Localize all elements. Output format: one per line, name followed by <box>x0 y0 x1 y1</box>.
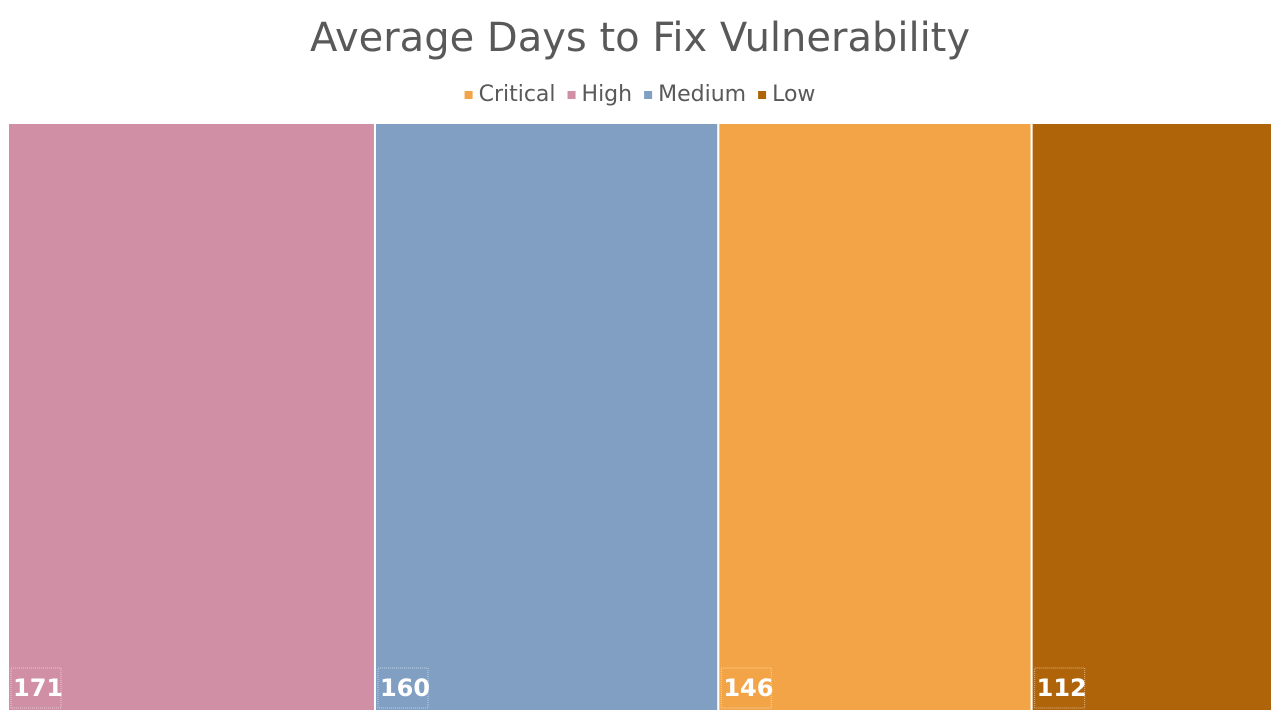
tile <box>717 122 1033 712</box>
label-box <box>10 667 62 709</box>
tile <box>7 122 376 712</box>
data-label: 112 <box>1037 674 1087 702</box>
tile <box>373 122 720 712</box>
label-box <box>1034 667 1086 709</box>
data-label: 171 <box>13 674 63 702</box>
label-box <box>377 667 429 709</box>
data-label: 146 <box>723 674 773 702</box>
label-box <box>720 667 772 709</box>
legend-label: High <box>582 82 633 107</box>
chart-title: Average Days to Fix Vulnerability <box>310 15 970 61</box>
legend-label: Critical <box>479 82 556 107</box>
tile <box>1030 122 1273 712</box>
legend-swatch <box>567 91 576 99</box>
legend-swatch <box>644 91 653 99</box>
legend-label: Medium <box>658 82 746 107</box>
legend-swatch <box>464 91 473 99</box>
legend-label: Low <box>772 82 815 107</box>
legend-swatch <box>758 91 767 99</box>
data-label: 160 <box>380 674 430 702</box>
